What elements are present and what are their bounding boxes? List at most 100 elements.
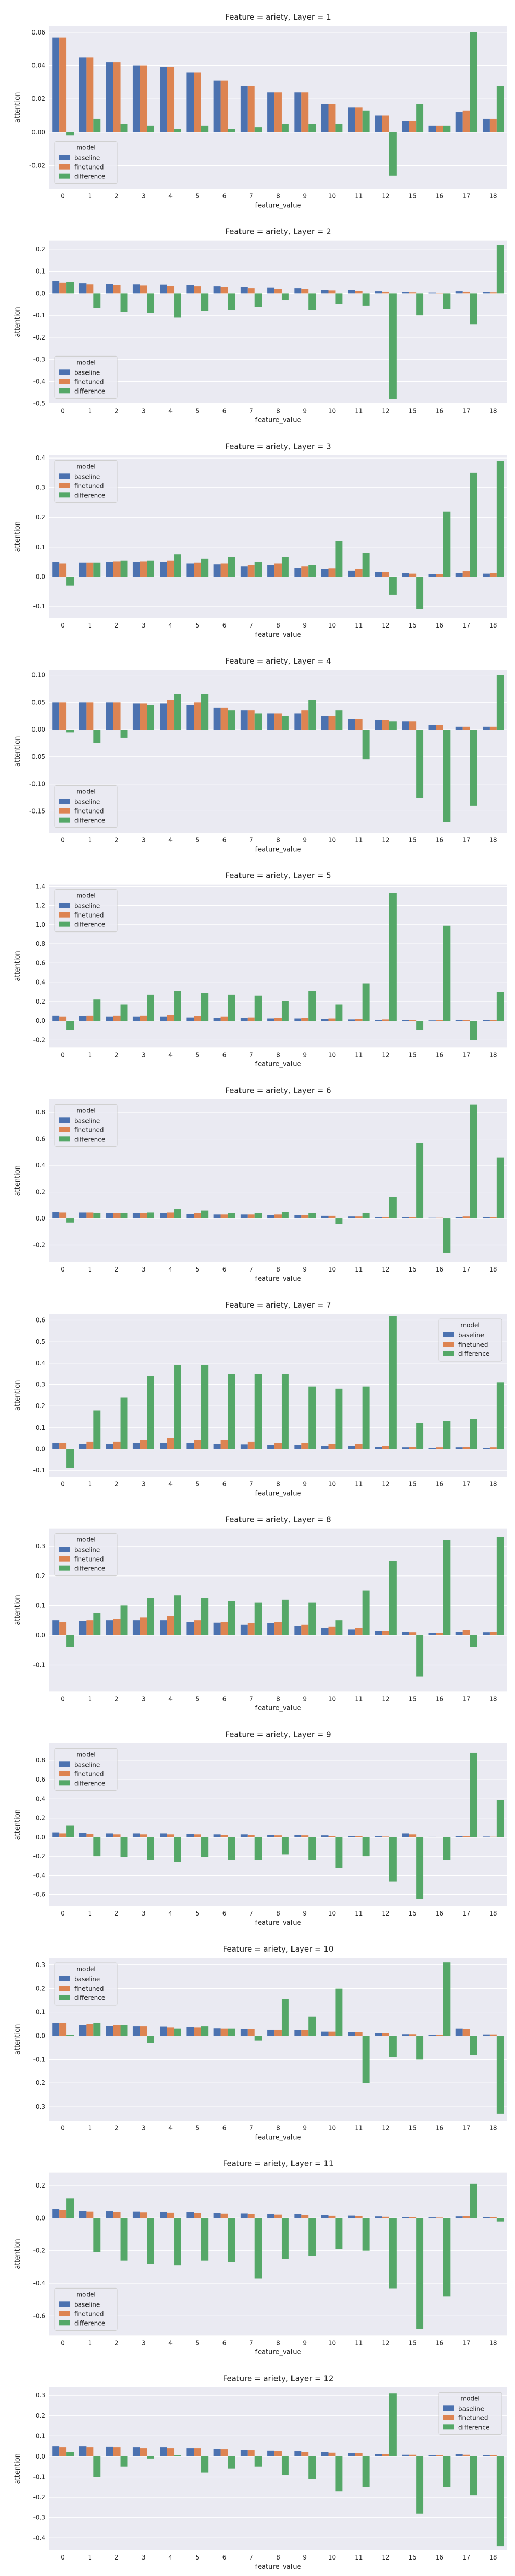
legend-swatch-baseline (443, 1332, 454, 1337)
bar-finetuned-12 (382, 1019, 389, 1021)
x-tick-label: 8 (276, 1266, 280, 1273)
bar-difference-18 (496, 245, 504, 294)
legend-title: model (76, 788, 95, 795)
y-tick-label: 0.05 (31, 699, 45, 706)
bar-baseline-5 (186, 2212, 194, 2218)
bar-baseline-8 (267, 2450, 275, 2456)
x-tick-label: 11 (355, 1481, 363, 1488)
legend-entry-finetuned: finetuned (74, 164, 104, 171)
x-tick-label: 10 (328, 2125, 336, 2132)
bar-difference-8 (281, 1212, 289, 1219)
x-tick-label: 3 (142, 1695, 146, 1702)
x-tick-label: 9 (303, 193, 307, 200)
legend-entry-difference: difference (74, 492, 105, 499)
bar-difference-18 (496, 1382, 504, 1449)
bar-finetuned-17 (462, 1216, 470, 1219)
x-tick-label: 8 (276, 622, 280, 629)
bar-finetuned-17 (462, 110, 470, 132)
bar-baseline-8 (267, 1835, 275, 1837)
bar-baseline-3 (132, 703, 140, 730)
bar-difference-9 (308, 2016, 316, 2036)
bar-baseline-4 (160, 1016, 167, 1021)
legend-entry-finetuned: finetuned (74, 1770, 104, 1777)
bar-baseline-6 (213, 286, 221, 294)
bar-difference-11 (362, 1213, 370, 1219)
bar-difference-16 (443, 925, 451, 1021)
bar-finetuned-9 (301, 2452, 309, 2456)
chart-title: Feature = ariety, Layer = 1 (225, 12, 331, 22)
bar-difference-7 (254, 1374, 262, 1449)
x-tick-label: 6 (222, 2125, 227, 2132)
bar-baseline-9 (294, 1445, 302, 1449)
bar-baseline-3 (132, 284, 140, 294)
bar-baseline-12 (375, 1447, 382, 1449)
bar-difference-5 (201, 1365, 209, 1449)
legend-box (54, 1962, 118, 2006)
x-tick-label: 1 (88, 1910, 92, 1917)
chart-title: Feature = ariety, Layer = 9 (225, 1730, 331, 1739)
bar-baseline-4 (160, 1833, 167, 1837)
x-tick-label: 3 (142, 837, 146, 844)
bar-finetuned-0 (59, 1443, 67, 1449)
bar-difference-11 (362, 2218, 370, 2251)
bar-difference-2 (120, 730, 128, 738)
bar-difference-7 (254, 995, 262, 1021)
bar-baseline-15 (402, 121, 409, 132)
x-tick-label: 3 (142, 1266, 146, 1273)
x-tick-label: 18 (489, 622, 497, 629)
bar-baseline-16 (428, 1633, 436, 1635)
legend-swatch-baseline (59, 369, 70, 375)
x-tick-label: 7 (249, 1051, 253, 1058)
chart-panel-10: -0.3-0.2-0.10.00.10.20.30 1 2 3 4 5 6 7 8 9 10 11 12… (14, 1944, 507, 2142)
bar-finetuned-16 (436, 1633, 443, 1635)
bar-baseline-12 (375, 2454, 382, 2456)
bar-finetuned-10 (328, 2452, 336, 2456)
x-tick-label: 11 (355, 1910, 363, 1917)
bar-difference-16 (443, 1218, 451, 1253)
y-tick-label: 0.04 (31, 62, 45, 70)
bar-finetuned-0 (59, 2023, 67, 2036)
legend-entry-difference: difference (74, 817, 105, 824)
bar-finetuned-16 (436, 125, 443, 132)
bar-finetuned-6 (220, 1835, 228, 1837)
chart-title: Feature = ariety, Layer = 6 (225, 1086, 331, 1095)
bar-finetuned-18 (489, 1020, 497, 1021)
bar-baseline-10 (321, 569, 329, 577)
bar-baseline-9 (294, 2214, 302, 2218)
bar-baseline-1 (79, 2025, 87, 2036)
y-axis-label: attention (14, 1809, 22, 1840)
bar-baseline-12 (375, 1631, 382, 1635)
x-tick-label: 9 (303, 407, 307, 414)
x-tick-label: 10 (328, 837, 336, 844)
y-tick-label: -0.10 (29, 781, 45, 788)
x-tick-label: 11 (355, 407, 363, 414)
legend-entry-finetuned: finetuned (74, 808, 104, 815)
legend: model baseline finetuned difference (54, 1533, 118, 1577)
bar-baseline-18 (482, 573, 490, 577)
x-tick-label: 3 (142, 2125, 146, 2132)
bar-finetuned-6 (220, 1214, 228, 1219)
legend-box (438, 1318, 502, 1362)
bar-baseline-16 (428, 574, 436, 577)
x-axis-label: feature_value (255, 1704, 301, 1712)
x-tick-label: 11 (355, 1266, 363, 1273)
legend-entry-baseline: baseline (458, 1332, 484, 1339)
x-tick-label: 10 (328, 193, 336, 200)
bar-difference-12 (389, 1561, 397, 1635)
bar-difference-12 (389, 2218, 397, 2289)
x-tick-label: 15 (409, 2339, 417, 2346)
x-tick-label: 18 (489, 837, 497, 844)
bar-baseline-11 (348, 1019, 355, 1021)
y-tick-label: -0.2 (33, 334, 45, 341)
legend-swatch-baseline (59, 799, 70, 804)
bar-difference-18 (496, 1800, 504, 1837)
bar-baseline-6 (213, 1622, 221, 1635)
bar-difference-10 (335, 2456, 343, 2492)
bar-finetuned-18 (489, 118, 497, 132)
bar-baseline-9 (294, 1835, 302, 1837)
bar-difference-16 (443, 1962, 451, 2036)
bar-difference-8 (281, 1001, 289, 1021)
bar-baseline-7 (240, 1214, 248, 1219)
x-tick-label: 4 (168, 1481, 173, 1488)
bar-baseline-8 (267, 1623, 275, 1635)
